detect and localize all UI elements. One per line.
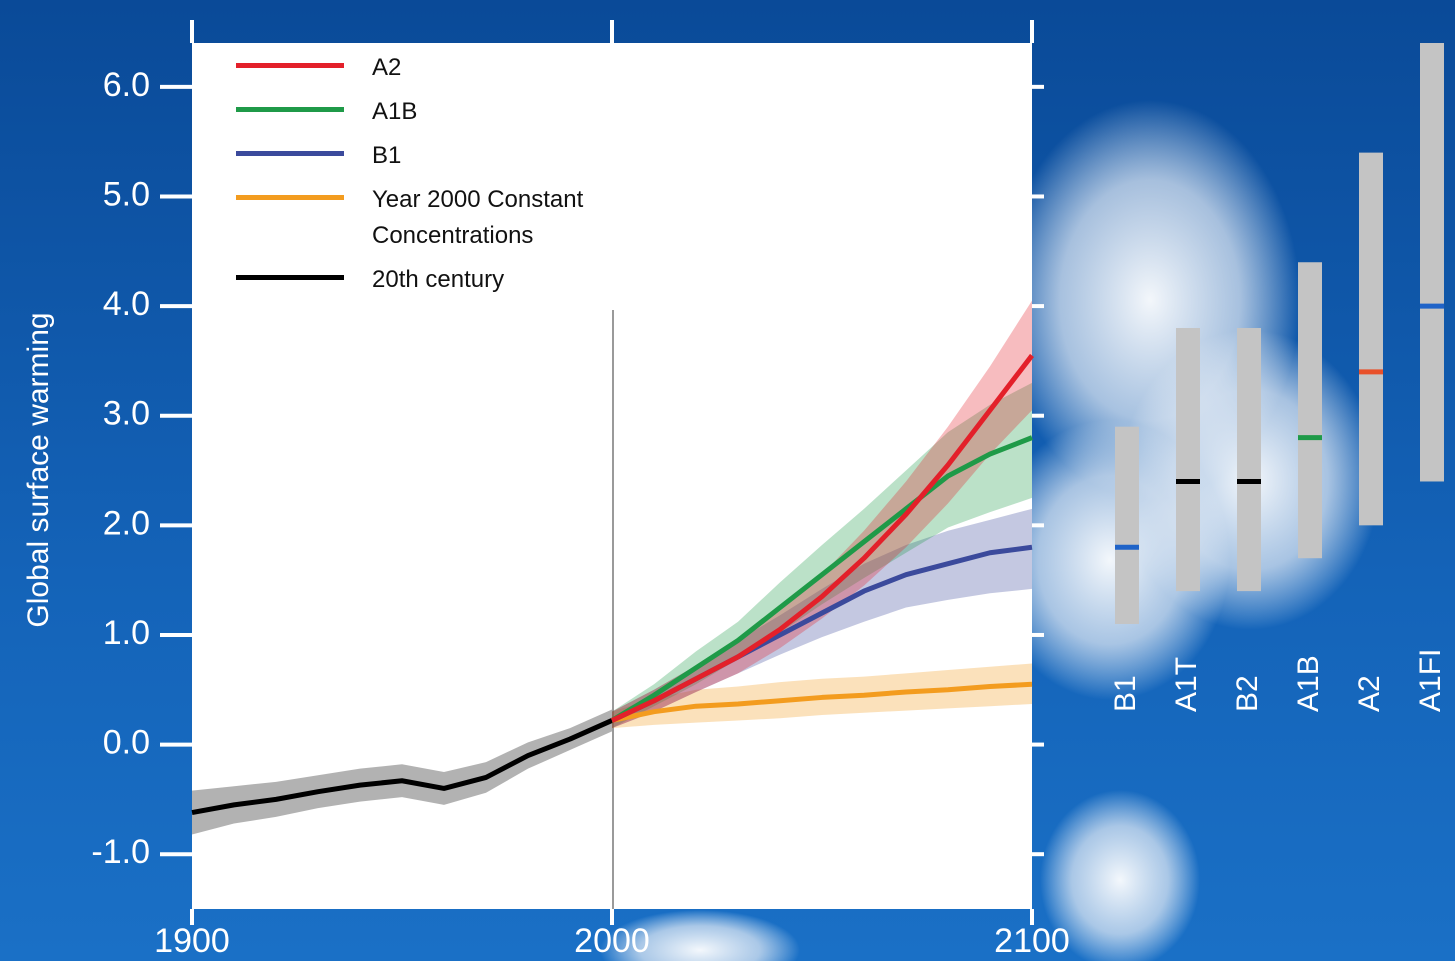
y-tick-label: 5.0 <box>103 175 150 213</box>
category-label: A2 <box>1353 675 1386 712</box>
range-bar <box>1420 43 1444 481</box>
legend-swatch <box>236 63 344 68</box>
x-tick-label: 2100 <box>994 922 1070 960</box>
legend-swatch <box>236 195 344 200</box>
legend-entry: 20th century <box>236 262 652 298</box>
range-bar <box>1359 153 1383 526</box>
y-tick-label: 2.0 <box>103 504 150 542</box>
y-tick-label: 0.0 <box>103 724 150 762</box>
x-tick-label: 2000 <box>574 922 650 960</box>
legend-entry: A2 <box>236 50 652 86</box>
range-bar <box>1298 262 1322 558</box>
legend-label: A1B <box>372 94 652 130</box>
y-tick-label: -1.0 <box>91 833 150 871</box>
legend-entry: A1B <box>236 94 652 130</box>
legend-swatch <box>236 275 344 280</box>
legend-swatch <box>236 107 344 112</box>
category-label: A1T <box>1170 657 1203 712</box>
page: Global surface warming -1.0 0.0 1.0 2.0 3.0 4… <box>0 0 1455 961</box>
y-tick-label: 6.0 <box>103 66 150 104</box>
legend-label: 20th century <box>372 262 652 298</box>
legend-entry: Year 2000 Constant Concentrations <box>236 182 652 254</box>
range-bar <box>1176 328 1200 591</box>
x-tick-label: 1900 <box>154 922 230 960</box>
y-tick-label: 1.0 <box>103 614 150 652</box>
legend-label: B1 <box>372 138 652 174</box>
legend-swatch <box>236 151 344 156</box>
legend: A2 A1B B1 Year 2000 Constant Concentrations… <box>236 50 652 306</box>
legend-entry: B1 <box>236 138 652 174</box>
range-bar <box>1115 427 1139 624</box>
legend-label: Year 2000 Constant Concentrations <box>372 182 652 254</box>
category-label: A1B <box>1292 655 1325 712</box>
category-label: A1FI <box>1414 649 1447 712</box>
chart: Global surface warming -1.0 0.0 1.0 2.0 3.0 4… <box>0 0 1455 961</box>
legend-label: A2 <box>372 50 652 86</box>
y-axis-label: Global surface warming <box>22 312 55 627</box>
y-tick-label: 3.0 <box>103 395 150 433</box>
category-label: B1 <box>1109 675 1142 712</box>
y-tick-label: 4.0 <box>103 285 150 323</box>
range-bar <box>1237 328 1261 591</box>
category-label: B2 <box>1231 675 1264 712</box>
